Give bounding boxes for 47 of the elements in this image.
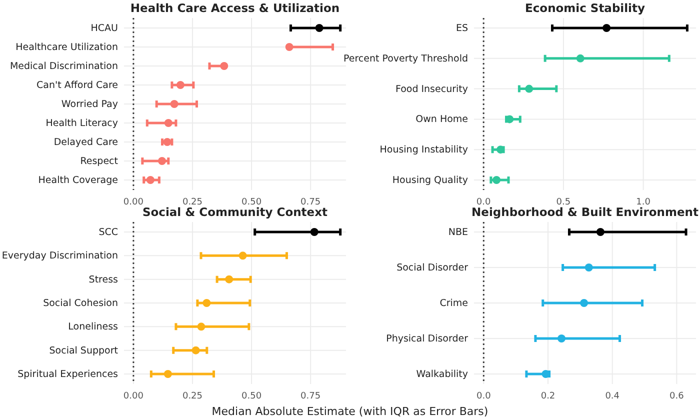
y-tick-label: Housing Quality	[392, 175, 468, 186]
y-tick-label: Percent Poverty Threshold	[343, 53, 468, 64]
x-tick-label: 1.0	[636, 197, 651, 208]
x-tick-label: 0.75	[300, 197, 321, 208]
x-tick-label: 0.0	[476, 197, 492, 208]
y-tick-label: Delayed Care	[54, 137, 118, 148]
y-tick-label: HCAU	[90, 23, 118, 34]
y-tick-label: SCC	[98, 227, 118, 238]
y-tick-label: Crime	[440, 298, 468, 310]
y-tick-label: Healthcare Utilization	[16, 42, 118, 54]
x-tick-label: 0.5	[556, 197, 571, 208]
y-tick-label: Health Literacy	[46, 118, 118, 130]
y-tick-label: Walkability	[416, 369, 468, 380]
y-tick-label: Social Disorder	[396, 262, 468, 274]
x-tick-label: 0.25	[182, 197, 203, 208]
y-tick-label: Housing Instability	[380, 144, 468, 156]
y-tick-label: Social Cohesion	[43, 298, 118, 310]
x-tick-label: 0.75	[300, 391, 321, 402]
y-tick-label: ES	[456, 23, 468, 34]
y-tick-label: Worried Pay	[61, 99, 118, 110]
x-tick-label: 0.6	[670, 391, 684, 402]
chart-title: Economic Stability	[525, 1, 646, 15]
x-tick-label: 0.00	[123, 391, 144, 402]
x-axis-title: Median Absolute Estimate (with IQR as Error Bars)	[212, 405, 488, 418]
y-tick-label: Health Coverage	[38, 175, 118, 186]
x-tick-label: 0.50	[242, 197, 262, 208]
x-tick-label: 0.2	[540, 391, 556, 402]
x-tick-label: 0.00	[123, 197, 144, 208]
chart-title: Social & Community Context	[142, 205, 328, 219]
y-tick-label: Loneliness	[68, 322, 118, 333]
y-tick-label: Can't Afford Care	[36, 80, 118, 92]
y-tick-label: NBE	[448, 227, 468, 238]
chart-title: Neighborhood & Built Environment	[472, 205, 699, 219]
y-tick-label: Everyday Discrimination	[2, 250, 118, 262]
y-tick-label: Respect	[80, 156, 118, 168]
y-tick-label: Medical Discrimination	[10, 61, 118, 72]
x-tick-label: 0.0	[476, 391, 492, 402]
y-tick-label: Spiritual Experiences	[18, 369, 118, 380]
chart-title: Health Care Access & Utilization	[130, 1, 340, 15]
y-tick-label: Stress	[88, 274, 118, 286]
x-tick-label: 0.25	[182, 391, 203, 402]
y-tick-label: Food Insecurity	[395, 84, 468, 95]
y-tick-label: Social Support	[49, 345, 118, 356]
y-tick-label: Own Home	[416, 114, 468, 126]
x-tick-label: 0.50	[242, 391, 262, 402]
x-tick-label: 0.4	[605, 391, 620, 402]
y-tick-label: Physical Disorder	[386, 334, 468, 345]
